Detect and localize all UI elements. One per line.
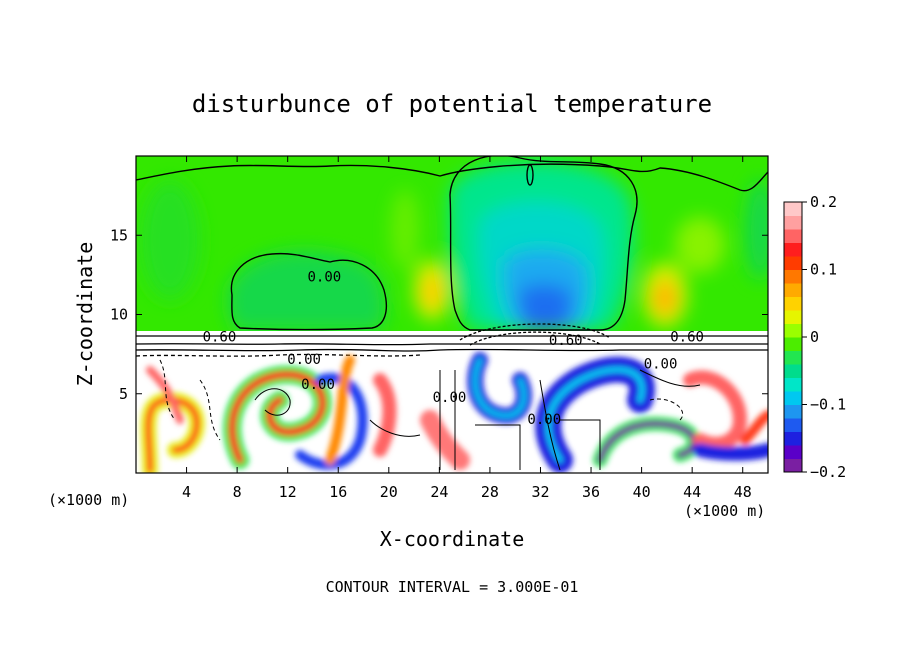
contour-label: 0.00 [287, 352, 321, 368]
contour-labels: 0.00 0.60 0.60 0.00 0.00 0.00 0.00 0.00 0.60 [203, 269, 704, 428]
contour-label: 0.00 [644, 357, 678, 373]
colorbar-swatch [784, 404, 802, 419]
y-axis: 5 10 15 [110, 226, 768, 403]
colorbar-swatch [784, 350, 802, 365]
contour-label: 0.00 [307, 269, 341, 285]
colorbar-tick-label: 0.2 [810, 193, 837, 211]
colorbar-swatch [784, 256, 802, 270]
x-tick-label: 4 [182, 483, 191, 501]
y-tick-label: 15 [110, 226, 128, 244]
contour-label: 0.60 [203, 330, 237, 346]
x-tick-label: 12 [279, 483, 297, 501]
colorbar-swatch [784, 269, 802, 284]
colorbar-swatch [784, 364, 802, 378]
contour-label: 0.60 [670, 330, 704, 346]
x-axis-label: X-coordinate [380, 527, 525, 551]
x-tick-label: 16 [329, 483, 347, 501]
colorbar-tick-label: 0.1 [810, 261, 837, 279]
colorbar-swatch [784, 445, 802, 459]
x-unit-right: (×1000 m) [684, 502, 765, 520]
contour-label: 0.00 [433, 390, 467, 406]
colorbar-swatch [784, 296, 802, 311]
x-unit-left: (×1000 m) [48, 491, 129, 509]
x-tick-label: 44 [683, 483, 701, 501]
y-axis-label: Z-coordinate [73, 242, 97, 387]
colorbar-swatch [784, 229, 802, 243]
lower-eddies [140, 352, 768, 473]
colorbar-swatch [784, 202, 802, 216]
contour-label: 0.00 [301, 377, 335, 393]
inversion-contours [136, 323, 768, 357]
x-tick-label: 40 [633, 483, 651, 501]
x-tick-label: 20 [380, 483, 398, 501]
x-tick-label: 48 [734, 483, 752, 501]
upper-anomalies [140, 161, 768, 330]
chart-title: disturbunce of potential temperature [192, 90, 712, 118]
colorbar-swatch [784, 431, 802, 446]
colorbar-tick-label: −0.1 [810, 396, 846, 414]
colorbar: 0.2 0.1 0 −0.1 −0.2 [783, 193, 846, 481]
plot-field [136, 156, 768, 473]
colorbar-tick-label: −0.2 [810, 463, 846, 481]
x-tick-label: 28 [481, 483, 499, 501]
y-tick-label: 5 [119, 385, 128, 403]
y-tick-label: 10 [110, 306, 128, 324]
colorbar-swatch [784, 458, 802, 473]
colorbar-tick-label: 0 [810, 328, 819, 346]
x-tick-label: 36 [582, 483, 600, 501]
x-tick-label: 32 [531, 483, 549, 501]
contour-interval-note: CONTOUR INTERVAL = 3.000E-01 [326, 578, 579, 596]
contour-label: 0.60 [549, 333, 583, 349]
x-tick-label: 8 [233, 483, 242, 501]
colorbar-swatch [784, 310, 802, 324]
x-axis: 4 8 12 16 20 24 28 32 36 40 44 48 [182, 156, 752, 501]
colorbar-swatch [784, 283, 802, 297]
colorbar-swatch [784, 377, 802, 392]
lower-contours [159, 359, 701, 471]
colorbar-swatch [784, 391, 802, 405]
contour-label: 0.00 [527, 412, 561, 428]
colorbar-swatch [784, 242, 802, 257]
colorbar-swatch [784, 337, 802, 351]
x-tick-label: 24 [430, 483, 448, 501]
colorbar-swatch [784, 215, 802, 230]
upper-contours [136, 156, 768, 331]
colorbar-swatch [784, 323, 802, 338]
colorbar-swatch [784, 418, 802, 432]
